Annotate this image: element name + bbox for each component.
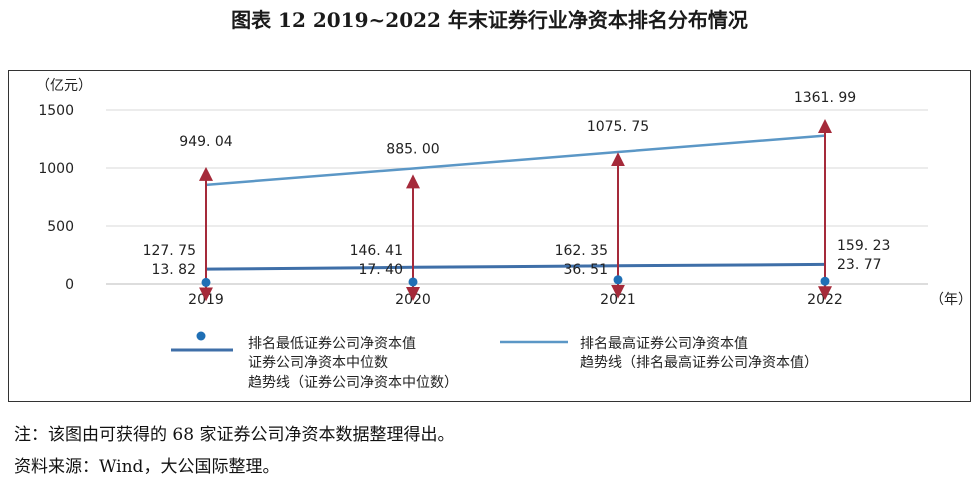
min-value-label: 36. 51	[563, 262, 608, 278]
trendline-max	[205, 134, 826, 187]
y-tick-label: 1500	[38, 103, 74, 119]
legend-label-median: 证券公司净资本中位数	[248, 355, 388, 371]
median-value-label: 146. 41	[350, 243, 403, 259]
max-value-label: 1361. 99	[794, 90, 856, 106]
x-tick-label: 2021	[600, 292, 636, 308]
y-tick-label: 500	[47, 219, 74, 235]
legend-label-trend-median: 趋势线（证券公司净资本中位数）	[248, 375, 458, 391]
max-value-label: 885. 00	[386, 141, 439, 157]
legend-label-min: 排名最低证券公司净资本值	[248, 336, 416, 352]
y-axis-unit: （亿元）	[36, 78, 92, 94]
chart-canvas: 0 500 1000 1500 （亿元） 2019 2020 2021 2022 （年） 949.…	[36, 78, 971, 352]
median-value-label: 162. 35	[555, 243, 608, 259]
max-value-label: 949. 04	[179, 134, 233, 150]
min-value-label: 13. 82	[151, 262, 196, 278]
min-point	[201, 277, 211, 287]
y-tick-label: 1000	[38, 161, 74, 177]
legend-swatch-min	[196, 331, 206, 341]
median-value-label: 159. 23	[837, 238, 890, 254]
min-point	[613, 275, 623, 285]
legend-label-max: 排名最高证券公司净资本值	[580, 336, 748, 352]
min-value-label: 17. 40	[358, 262, 403, 278]
x-axis-unit: （年）	[930, 292, 971, 308]
min-value-label: 23. 77	[837, 257, 882, 273]
min-point	[408, 277, 418, 287]
trendline-median	[205, 262, 826, 271]
legend-label-trend-max: 趋势线（排名最高证券公司净资本值）	[580, 355, 818, 371]
min-point	[820, 276, 830, 286]
x-tick-label: 2022	[807, 292, 843, 308]
y-tick-label: 0	[65, 277, 74, 293]
x-tick-label: 2020	[395, 292, 431, 308]
max-value-label: 1075. 75	[587, 119, 649, 135]
data-source: 资料来源：Wind，大公国际整理。	[14, 457, 280, 477]
median-value-label: 127. 75	[143, 243, 196, 259]
footnote: 注：该图由可获得的 68 家证券公司净资本数据整理得出。	[14, 425, 455, 445]
x-tick-label: 2019	[188, 292, 224, 308]
chart-title: 图表 12 2019~2022 年末证券行业净资本排名分布情况	[231, 8, 748, 32]
chart-frame	[8, 70, 971, 402]
